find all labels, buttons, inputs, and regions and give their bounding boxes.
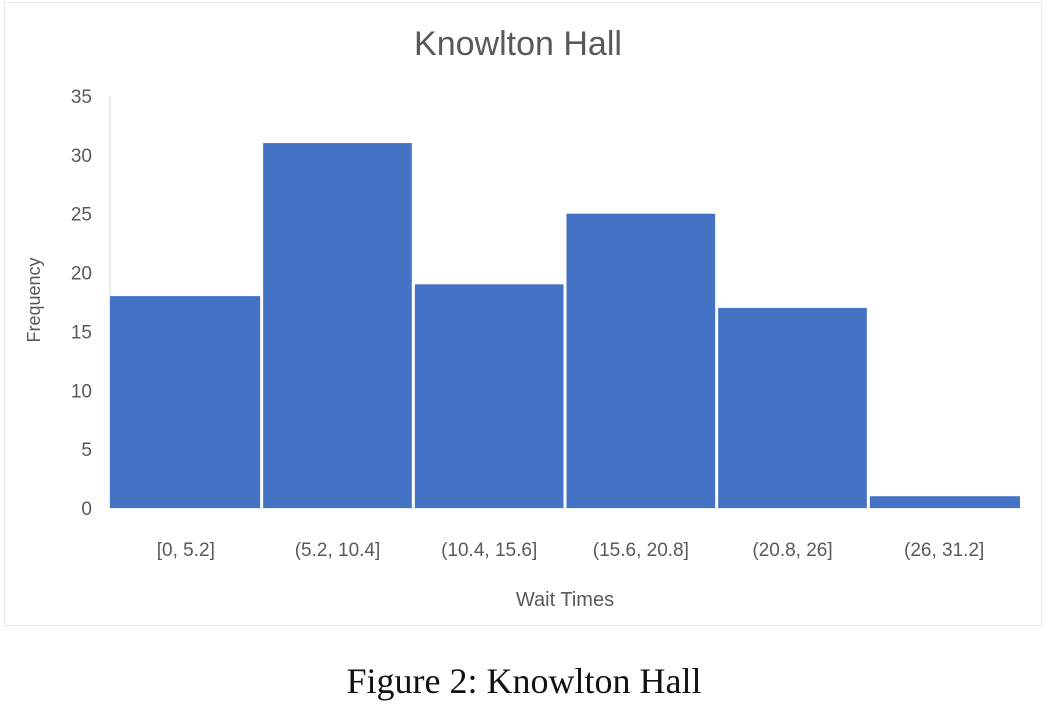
x-tick-label: (20.8, 26]	[752, 540, 832, 561]
x-axis-tick-labels: [0, 5.2] (5.2, 10.4] (10.4, 15.6] (15.6, 20…	[157, 540, 985, 561]
x-tick-label: (26, 31.2]	[904, 540, 984, 561]
x-tick-label: [0, 5.2]	[157, 540, 215, 561]
y-tick-label: 10	[71, 381, 92, 402]
y-tick-label: 30	[71, 146, 92, 167]
histogram-bar	[869, 496, 1020, 508]
y-tick-label: 5	[81, 440, 92, 461]
histogram-bar	[718, 307, 867, 508]
y-tick-label: 15	[71, 322, 92, 343]
histogram-chart: Knowlton Hall 0 5 10 15 20 25 30 35 [0, 5.2] (5.…	[24, 25, 1020, 611]
chart-title: Knowlton Hall	[414, 25, 622, 63]
y-tick-label: 35	[71, 87, 92, 108]
histogram-bar	[566, 213, 716, 508]
y-axis-tick-labels: 0 5 10 15 20 25 30 35	[71, 87, 92, 520]
y-tick-label: 25	[71, 205, 92, 226]
bars	[110, 143, 1020, 509]
histogram-bar	[263, 143, 412, 509]
y-tick-label: 0	[81, 499, 92, 520]
x-tick-label: (15.6, 20.8]	[593, 540, 689, 561]
y-axis-label: Frequency	[24, 257, 44, 342]
x-tick-label: (5.2, 10.4]	[295, 540, 381, 561]
x-axis-label: Wait Times	[516, 589, 614, 611]
histogram-bar	[414, 284, 564, 508]
y-tick-label: 20	[71, 264, 92, 285]
x-tick-label: (10.4, 15.6]	[441, 540, 537, 561]
histogram-bar	[110, 296, 261, 508]
figure-caption: Figure 2: Knowlton Hall	[346, 661, 702, 701]
